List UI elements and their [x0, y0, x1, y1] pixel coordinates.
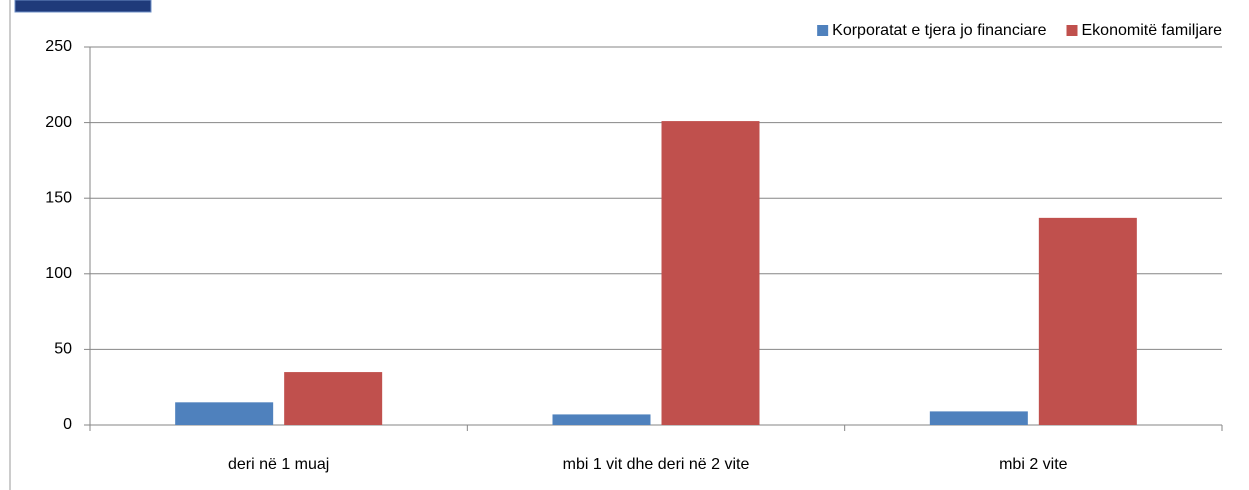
legend-swatch [817, 25, 829, 36]
y-tick-label: 0 [63, 416, 72, 433]
y-tick-label: 100 [45, 265, 72, 282]
bar [552, 414, 651, 425]
bar [661, 121, 760, 425]
x-tick-label: deri në 1 muaj [228, 456, 329, 473]
y-tick-label: 200 [45, 114, 72, 131]
legend-label: Korporatat e tjera jo financiare [832, 22, 1046, 39]
bar [175, 402, 274, 425]
y-tick-label: 50 [54, 341, 72, 358]
y-tick-label: 150 [45, 189, 72, 206]
bar [284, 372, 383, 425]
header-box [14, 0, 152, 13]
bar [1038, 217, 1137, 425]
legend-label: Ekonomitë familjare [1082, 22, 1223, 39]
legend-swatch [1066, 25, 1078, 36]
x-tick-label: mbi 2 vite [999, 456, 1068, 473]
y-tick-label: 250 [45, 38, 72, 55]
x-tick-label: mbi 1 vit dhe deri në 2 vite [563, 456, 750, 473]
bar [929, 411, 1028, 425]
